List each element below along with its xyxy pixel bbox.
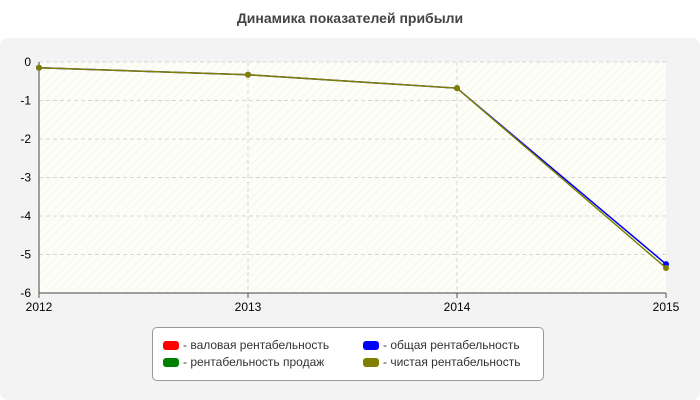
legend-swatch	[363, 357, 379, 367]
data-point	[663, 264, 669, 271]
legend-label: - рентабельность продаж	[183, 355, 325, 369]
y-tick-label: -5	[20, 248, 31, 262]
x-tick-label: 2014	[444, 300, 471, 314]
legend-swatch	[363, 340, 379, 350]
legend-swatch	[163, 340, 179, 350]
chart-title: Динамика показателей прибыли	[236, 10, 464, 26]
y-tick-label: -4	[20, 209, 31, 223]
y-tick-label: 0	[24, 55, 31, 69]
x-tick-label: 2012	[26, 300, 53, 314]
series-line	[38, 67, 667, 269]
x-tick-label: 2013	[235, 300, 262, 314]
legend-item: - рентабельность продаж	[163, 355, 324, 369]
legend-label: - чистая рентабельность	[383, 355, 521, 369]
y-tick-label: -6	[20, 286, 31, 300]
x-tick-label: 2015	[653, 300, 680, 314]
legend-label: - общая рентабельность	[383, 338, 520, 352]
data-point	[36, 64, 42, 71]
legend-label: - валовая рентабельность	[183, 338, 330, 352]
y-tick-label: -3	[20, 171, 31, 185]
y-tick-label: -1	[20, 94, 31, 108]
data-point	[245, 71, 251, 78]
y-tick-label: -2	[20, 132, 31, 146]
legend-swatch	[163, 357, 179, 367]
legend-item: - общая рентабельность	[363, 338, 520, 352]
legend: - валовая рентабельность - общая рентабел…	[152, 327, 544, 381]
legend-item: - валовая рентабельность	[163, 338, 329, 352]
legend-item: - чистая рентабельность	[363, 355, 520, 369]
data-point	[454, 85, 460, 92]
